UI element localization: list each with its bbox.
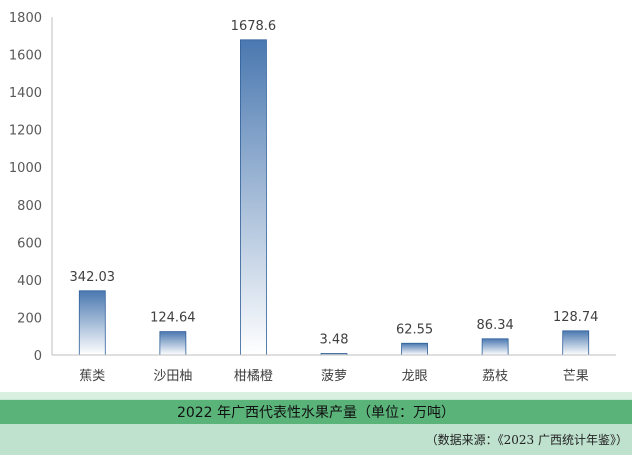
bar — [481, 338, 509, 356]
bar-value-label: 62.55 — [396, 322, 433, 337]
y-tick-label: 600 — [17, 236, 42, 251]
bar-value-label: 342.03 — [70, 270, 116, 285]
x-axis: 蕉类 沙田柚 柑橘橙 菠萝 龙眼 荔枝 芒果 — [52, 354, 616, 384]
y-tick-label: 800 — [17, 199, 42, 214]
y-axis: 0 200 400 600 800 1000 1200 1400 1600 1800 — [9, 11, 53, 364]
chart-caption: 2022 年广西代表性水果产量（单位：万吨） — [176, 405, 456, 421]
x-tick-label: 龙眼 — [402, 369, 428, 384]
data-source-note: （数据来源：《2023 广西统计年鉴》） — [425, 433, 628, 447]
data-labels: 342.03 124.64 1678.6 3.48 62.55 86.34 128.74 — [70, 19, 599, 348]
y-tick-label: 200 — [17, 311, 42, 326]
bar-value-label: 3.48 — [320, 333, 349, 348]
bar-value-label: 128.74 — [553, 310, 599, 325]
x-tick-label: 蕉类 — [79, 369, 105, 384]
bar-value-label: 86.34 — [477, 318, 514, 333]
x-tick-label: 芒果 — [563, 368, 589, 384]
x-tick-label: 柑橘橙 — [234, 368, 273, 384]
source-bar: （数据来源：《2023 广西统计年鉴》） — [0, 424, 632, 455]
bar-value-label: 1678.6 — [231, 19, 277, 34]
bar-value-label: 124.64 — [150, 311, 196, 326]
bar-chart: 0 200 400 600 800 1000 1200 1400 1600 1800 342.03… — [9, 11, 616, 384]
bar — [401, 342, 428, 356]
bar — [562, 330, 590, 356]
y-tick-label: 1200 — [9, 124, 42, 139]
bar — [240, 39, 267, 356]
bar-series — [78, 39, 590, 356]
y-tick-label: 1400 — [9, 86, 42, 101]
y-tick-label: 0 — [34, 349, 42, 364]
y-tick-label: 1800 — [9, 11, 42, 26]
divider-strip — [0, 392, 632, 399]
y-tick-label: 1600 — [9, 49, 42, 64]
y-tick-label: 1000 — [9, 161, 42, 176]
chart-caption-bar: 2022 年广西代表性水果产量（单位：万吨） — [0, 399, 632, 424]
x-tick-label: 荔枝 — [482, 369, 508, 384]
bar — [159, 331, 187, 356]
x-tick-label: 菠萝 — [321, 369, 347, 384]
x-tick-label: 沙田柚 — [153, 369, 192, 384]
y-tick-label: 400 — [17, 274, 42, 289]
bar — [78, 290, 106, 356]
